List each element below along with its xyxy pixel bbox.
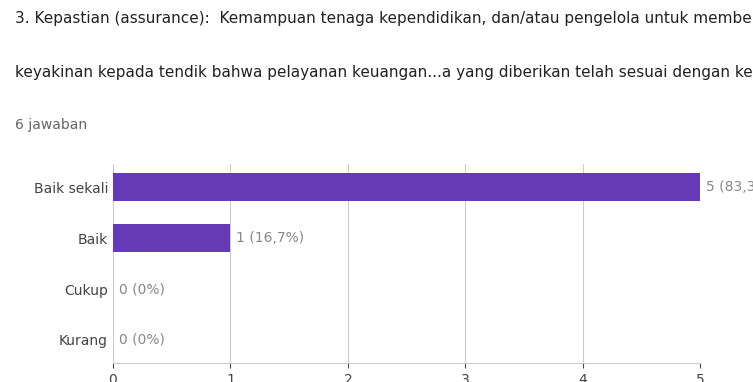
- Text: 5 (83,3%): 5 (83,3%): [706, 180, 753, 194]
- Text: 0 (0%): 0 (0%): [119, 333, 165, 347]
- Text: 3. Kepastian (assurance):  Kemampuan tenaga kependidikan, dan/atau pengelola unt: 3. Kepastian (assurance): Kemampuan tena…: [15, 11, 753, 26]
- Bar: [113, 173, 700, 201]
- Text: 6 jawaban: 6 jawaban: [15, 118, 87, 133]
- Bar: [113, 224, 230, 252]
- Text: 1 (16,7%): 1 (16,7%): [236, 231, 304, 245]
- Text: 0 (0%): 0 (0%): [119, 282, 165, 296]
- Text: keyakinan kepada tendik bahwa pelayanan keuangan...a yang diberikan telah sesuai: keyakinan kepada tendik bahwa pelayanan …: [15, 65, 753, 80]
